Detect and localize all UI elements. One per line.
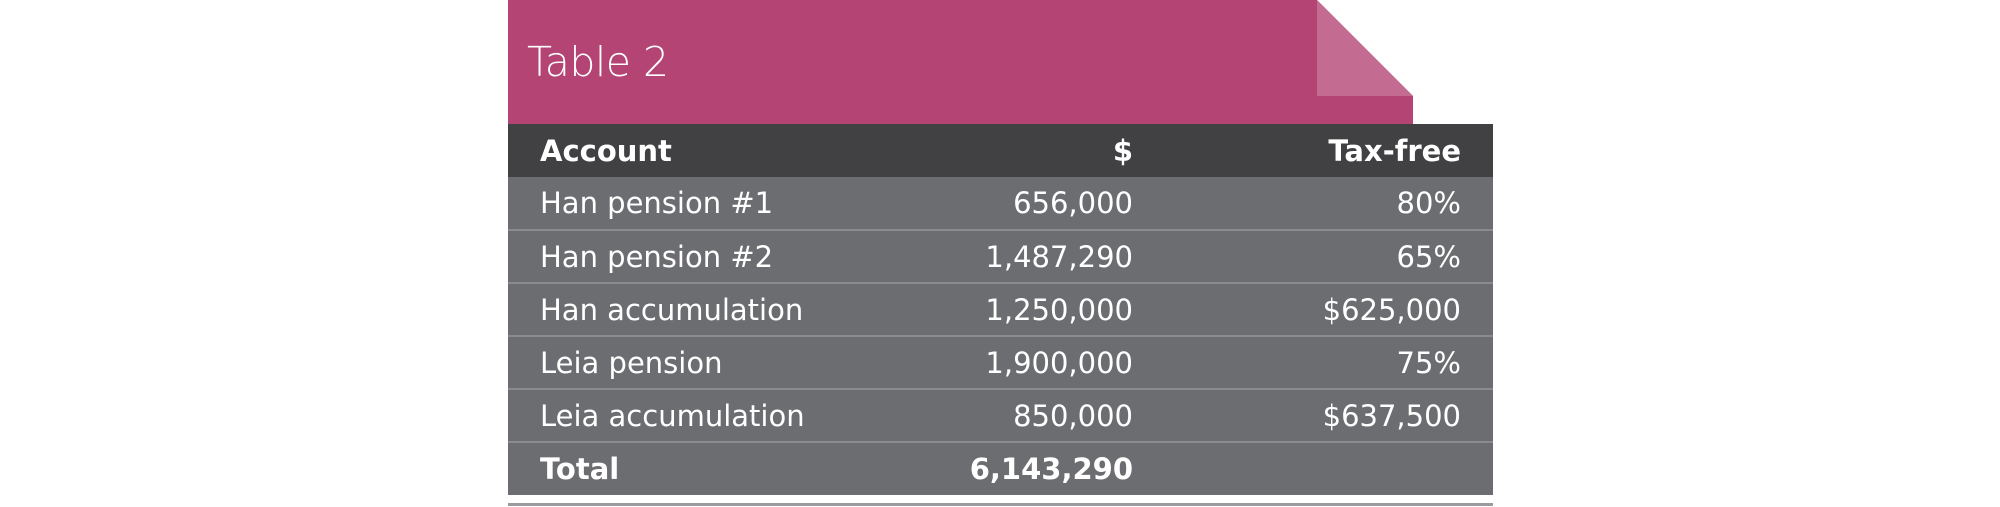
title-tab [508,0,1413,124]
cell-account: Leia pension [540,345,723,380]
cell-tax-free: 75% [1396,345,1461,380]
header-account: Account [540,133,672,168]
cell-account: Han pension #1 [540,186,774,220]
accounts-table: Account $ Tax-free Han pension #1 656,00… [508,124,1493,495]
header-tax-free: Tax-free [1328,133,1461,168]
cell-amount: 1,250,000 [985,292,1133,327]
table-row: Han pension #1 656,000 80% [508,177,1493,230]
cell-tax-free: $625,000 [1322,292,1461,327]
cell-amount: 1,900,000 [985,345,1133,380]
cell-account: Leia accumulation [540,398,805,433]
cell-amount: 850,000 [1013,398,1133,433]
cell-tax-free: $637,500 [1322,398,1461,433]
header-row: Account $ Tax-free [508,124,1493,177]
table-title: Table 2 [527,38,669,86]
table-row: Leia accumulation 850,000 $637,500 [508,389,1493,442]
total-tax-free [1133,442,1493,495]
total-label: Total [540,452,620,486]
cell-amount: 656,000 [1013,186,1133,220]
header-amount: $ [1112,133,1133,168]
cell-account: Han pension #2 [540,239,774,274]
cell-account: Han accumulation [540,292,804,327]
cell-amount: 1,487,290 [985,239,1133,274]
table-row: Han accumulation 1,250,000 $625,000 [508,283,1493,336]
total-row: Total 6,143,290 [508,442,1493,495]
folded-corner [1317,0,1413,96]
table-row: Leia pension 1,900,000 75% [508,336,1493,389]
cell-tax-free: 80% [1396,186,1461,220]
table-bottom-rule [508,503,1493,506]
cell-tax-free: 65% [1396,239,1461,274]
total-amount: 6,143,290 [969,452,1133,486]
table-row: Han pension #2 1,487,290 65% [508,230,1493,283]
